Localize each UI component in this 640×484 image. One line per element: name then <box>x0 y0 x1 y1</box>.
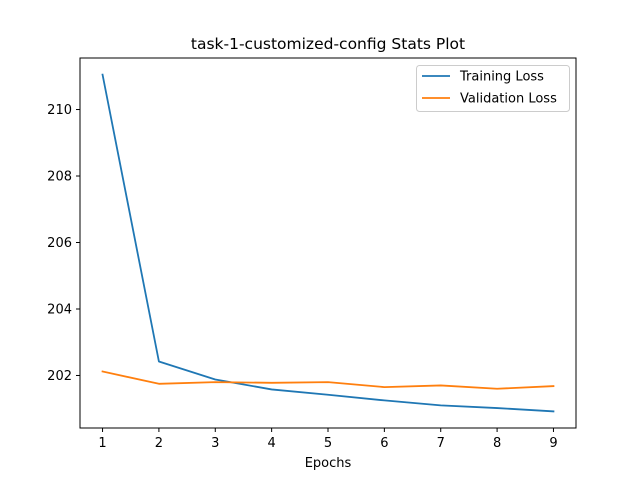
x-axis-label: Epochs <box>305 456 352 471</box>
legend: Training Loss Validation Loss <box>416 65 570 112</box>
y-tick-label: 208 <box>47 170 72 185</box>
x-tick-label: 1 <box>98 436 106 451</box>
y-tick-label: 210 <box>47 103 72 118</box>
lines-layer <box>101 73 555 413</box>
x-tick-label: 6 <box>380 436 388 451</box>
x-tick-label: 7 <box>437 436 445 451</box>
y-tick-label: 206 <box>47 236 72 251</box>
y-tick-label: 202 <box>47 369 72 384</box>
series-line-training-loss <box>101 73 555 413</box>
x-tick-label: 5 <box>324 436 332 451</box>
legend-box <box>416 65 570 112</box>
legend-label-training-loss: Training Loss <box>459 70 544 85</box>
x-tick-label: 9 <box>549 436 557 451</box>
series-line-validation-loss <box>101 370 555 390</box>
y-tick-label: 204 <box>47 302 72 317</box>
ticks-layer: 1 2 3 4 5 6 7 8 9 202 204 206 208 210 <box>47 103 557 451</box>
x-tick-label: 4 <box>267 436 275 451</box>
plot-frame <box>79 57 577 429</box>
x-tick-label: 2 <box>155 436 163 451</box>
legend-label-validation-loss: Validation Loss <box>460 92 557 107</box>
x-tick-label: 8 <box>493 436 501 451</box>
x-tick-label: 3 <box>211 436 219 451</box>
chart-title: task-1-customized-config Stats Plot <box>191 35 465 53</box>
